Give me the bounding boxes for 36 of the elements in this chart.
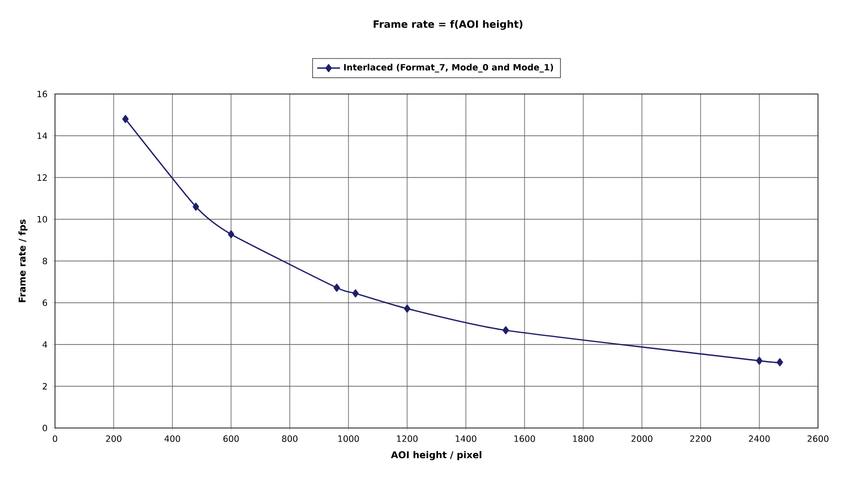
point xyxy=(776,358,784,366)
y-tick-label: 14 xyxy=(38,132,48,139)
y-tick-label: 0 xyxy=(42,424,48,432)
y-tick-label: 16 xyxy=(38,90,48,98)
chart-title: Frame rate = f(AOI height) xyxy=(374,20,522,30)
point xyxy=(756,356,762,365)
x-tick-label: 2400 xyxy=(748,435,770,442)
y-tick-label: 6 xyxy=(42,299,48,306)
x-tick-label: 2600 xyxy=(808,435,828,442)
x-tick-label: 200 xyxy=(106,435,122,442)
x-tick-label: 1600 xyxy=(514,435,535,442)
x-axis-title: AOI height / pixel xyxy=(390,451,482,460)
x-tick-label: 2000 xyxy=(632,435,652,442)
x-tick-label: 1800 xyxy=(573,435,594,442)
point xyxy=(228,230,234,238)
y-tick-label: 2 xyxy=(42,383,47,390)
x-tick-label: 800 xyxy=(282,435,298,442)
point xyxy=(192,202,200,211)
point xyxy=(334,284,340,292)
x-tick-label: 1000 xyxy=(338,435,359,442)
x-tick-label: 1200 xyxy=(397,435,418,442)
point xyxy=(122,115,129,124)
legend-label: Interlaced (Format_7, Mode_0 and Mode_1) xyxy=(344,64,554,72)
y-tick-label: 12 xyxy=(38,174,47,181)
x-tick-label: 0 xyxy=(52,435,58,442)
y-tick-label: 8 xyxy=(42,258,48,264)
y-tick-label: 10 xyxy=(38,216,48,223)
x-tick-label: 1400 xyxy=(456,435,476,442)
point xyxy=(352,289,359,298)
point xyxy=(502,326,509,334)
y-axis-title: Frame rate / fps xyxy=(18,220,28,302)
x-tick-label: 600 xyxy=(223,435,239,442)
point xyxy=(404,304,410,313)
y-tick-label: 4 xyxy=(42,341,48,348)
x-tick-label: 2200 xyxy=(690,435,712,442)
x-tick-label: 400 xyxy=(164,435,180,442)
